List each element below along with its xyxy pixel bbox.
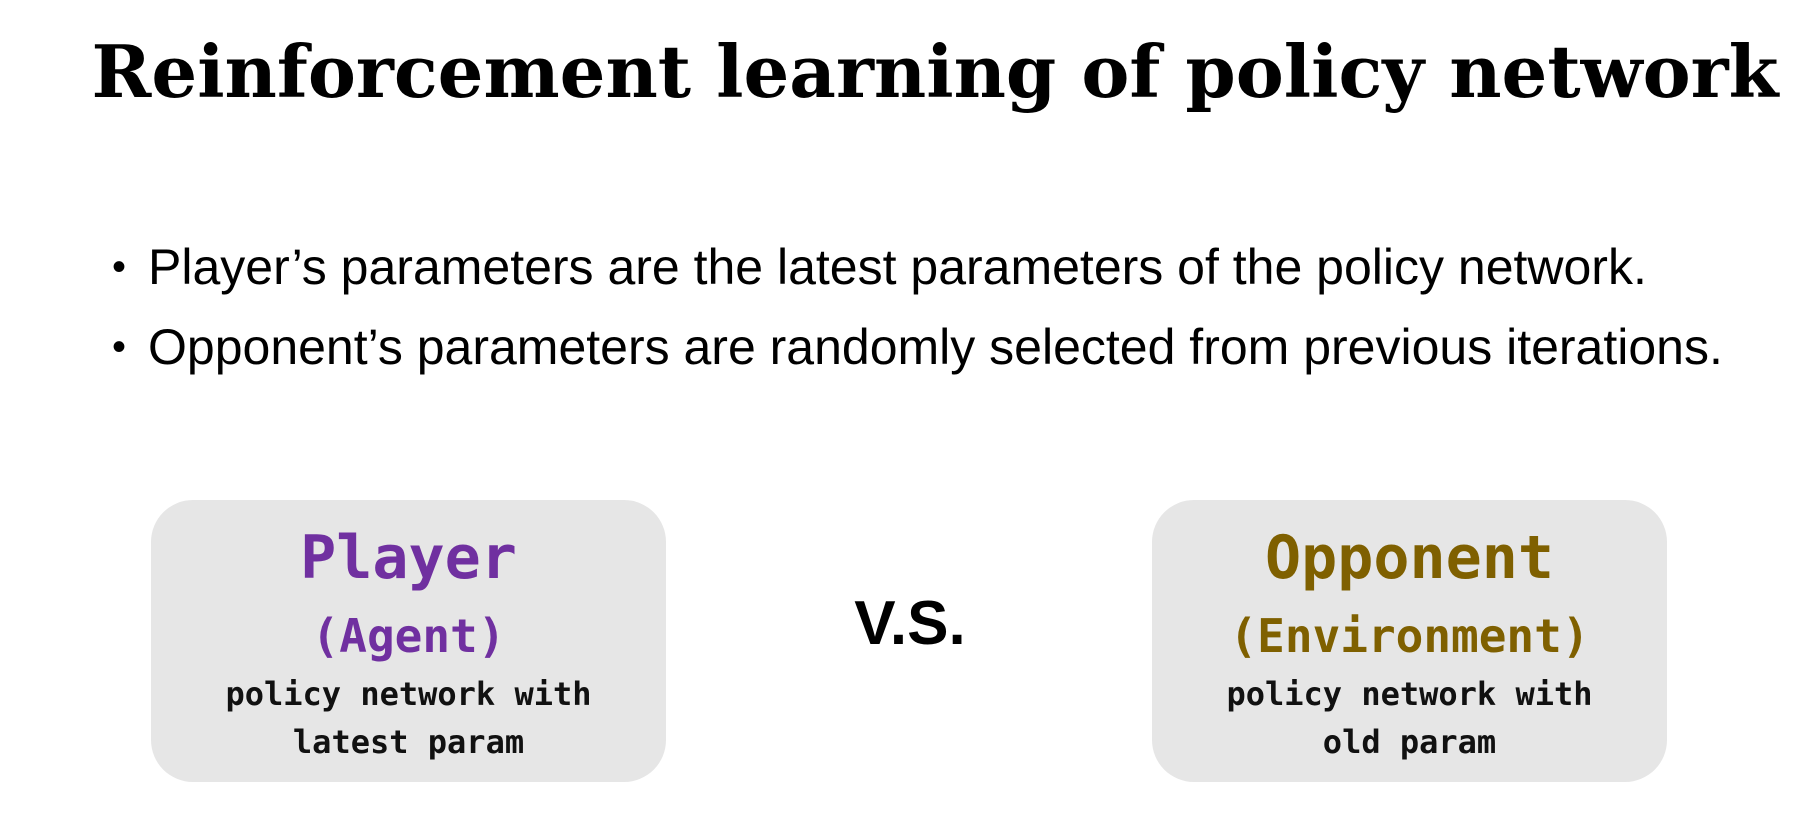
- opponent-description: policy network with old param: [1152, 670, 1667, 766]
- opponent-desc-line-1: policy network with: [1226, 675, 1593, 713]
- player-subtitle: (Agent): [311, 609, 506, 663]
- versus-label: V.S.: [854, 589, 966, 658]
- player-desc-line-2: latest param: [292, 723, 525, 761]
- bullet-text: Player’s parameters are the latest param…: [148, 239, 1647, 295]
- bullet-dot-icon: •: [112, 245, 127, 289]
- bullet-item: • Player’s parameters are the latest par…: [112, 236, 1723, 316]
- opponent-card: Opponent (Environment) policy network wi…: [1152, 500, 1667, 782]
- opponent-title: Opponent: [1265, 523, 1554, 593]
- bullet-text: Opponent’s parameters are randomly selec…: [148, 319, 1723, 375]
- bullet-item: • Opponent’s parameters are randomly sel…: [112, 316, 1723, 396]
- player-title: Player: [300, 523, 517, 593]
- opponent-subtitle: (Environment): [1229, 609, 1590, 663]
- player-description: policy network with latest param: [151, 670, 666, 766]
- bullet-list: • Player’s parameters are the latest par…: [112, 236, 1723, 396]
- opponent-desc-line-2: old param: [1322, 723, 1497, 761]
- slide-title: Reinforcement learning of policy network: [91, 29, 1779, 114]
- player-desc-line-1: policy network with: [225, 675, 592, 713]
- player-card: Player (Agent) policy network with lates…: [151, 500, 666, 782]
- bullet-dot-icon: •: [112, 325, 127, 369]
